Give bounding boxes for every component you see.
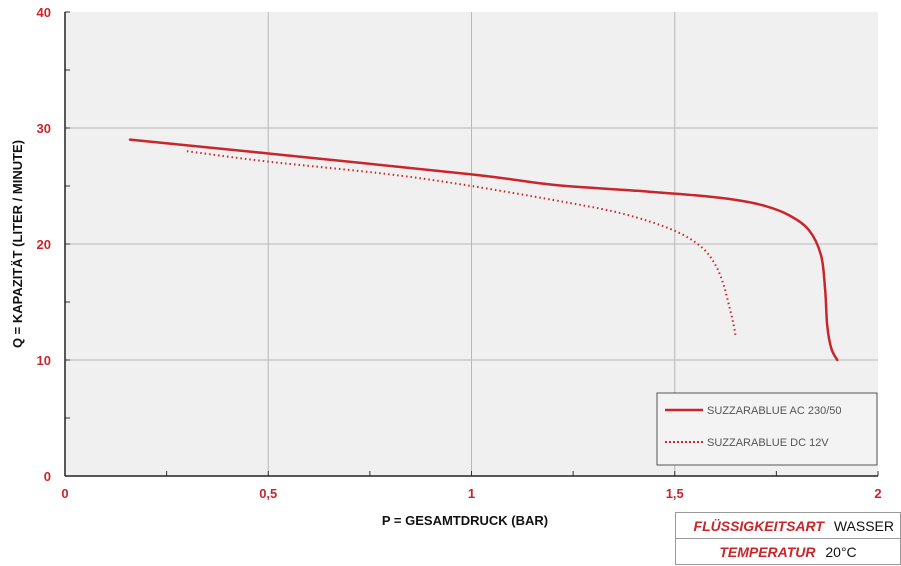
info-row-fluid: FLÜSSIGKEITSART WASSER bbox=[675, 512, 901, 539]
info-value-temperature: 20°C bbox=[825, 543, 857, 560]
info-cell-temperature: TEMPERATUR 20°C bbox=[675, 538, 901, 565]
y-tick-label-0: 0 bbox=[44, 469, 51, 484]
y-tick-label-2: 20 bbox=[37, 237, 51, 252]
x-tick-label-2: 1 bbox=[468, 486, 475, 501]
info-cell-fluid: FLÜSSIGKEITSART WASSER bbox=[675, 512, 901, 539]
legend: SUZZARABLUE AC 230/50 SUZZARABLUE DC 12V bbox=[656, 392, 878, 466]
x-tick-label-0: 0 bbox=[61, 486, 68, 501]
y-axis-title: Q = KAPAZITÄT (LITER / MINUTE) bbox=[10, 140, 25, 348]
x-tick-label-1: 0,5 bbox=[259, 486, 277, 501]
info-label-temperature: TEMPERATUR bbox=[719, 543, 816, 560]
series-line-1 bbox=[186, 150, 737, 337]
y-tick-label-3: 30 bbox=[37, 121, 51, 136]
y-tick-label-1: 10 bbox=[37, 353, 51, 368]
info-table: FLÜSSIGKEITSART WASSER TEMPERATUR 20°C bbox=[675, 512, 901, 565]
info-row-temperature: TEMPERATUR 20°C bbox=[675, 538, 901, 565]
series-layer bbox=[128, 138, 839, 362]
legend-label-dc: SUZZARABLUE DC 12V bbox=[707, 437, 829, 449]
x-tick-label-4: 2 bbox=[874, 486, 881, 501]
grid bbox=[65, 12, 878, 476]
info-value-fluid: WASSER bbox=[833, 517, 894, 534]
y-tick-label-4: 40 bbox=[37, 5, 51, 20]
series-line-0 bbox=[128, 138, 839, 362]
legend-label-ac: SUZZARABLUE AC 230/50 bbox=[707, 405, 842, 417]
x-axis-title: P = GESAMTDRUCK (BAR) bbox=[382, 513, 548, 528]
legend-box bbox=[656, 392, 878, 466]
x-tick-label-3: 1,5 bbox=[666, 486, 684, 501]
info-label-fluid: FLÜSSIGKEITSART bbox=[693, 517, 824, 534]
